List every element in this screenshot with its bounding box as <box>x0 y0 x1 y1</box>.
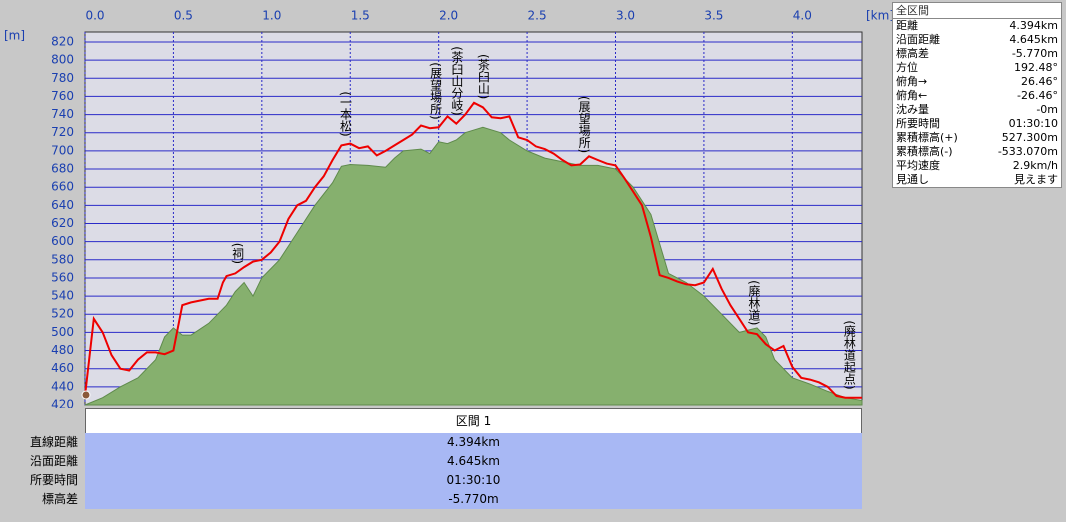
y-tick-label: 820 <box>51 34 74 48</box>
y-tick-label: 600 <box>51 234 74 248</box>
y-unit: [m] <box>4 29 25 43</box>
stat-value: -26.46° <box>1017 89 1058 102</box>
stat-label: 距離 <box>896 19 918 32</box>
stat-row: 方位 192.48° <box>893 61 1061 75</box>
stat-value: -533.070m <box>997 145 1058 158</box>
stat-value: 2.9km/h <box>1012 159 1058 172</box>
stat-row: 累積標高(+) 527.300m <box>893 131 1061 145</box>
stat-row: 沿面距離 4.645km <box>893 33 1061 47</box>
stat-row: 累積標高(-) -533.070m <box>893 145 1061 159</box>
x-tick-label: 2.5 <box>528 9 547 23</box>
y-tick-label: 580 <box>51 252 74 266</box>
chart: [m] [km] 420 440 460 480 500 520 540 560 580 600 6… <box>4 9 894 409</box>
y-tick-label: 500 <box>51 325 74 339</box>
y-tick-label: 680 <box>51 162 74 176</box>
stat-label: 見通し <box>896 173 929 186</box>
stat-value: -0m <box>1036 103 1058 116</box>
stat-value: 527.300m <box>1001 131 1058 144</box>
x-tick-label: 2.0 <box>439 9 458 23</box>
x-tick-label: 3.5 <box>704 9 723 23</box>
y-tick-label: 540 <box>51 289 74 303</box>
stat-value: -5.770m <box>1011 47 1058 60</box>
start-marker <box>81 390 91 400</box>
annotation: (茶臼山) <box>476 54 490 99</box>
segment-label: 所要時間 <box>29 473 78 487</box>
annotation: (一本松) <box>338 91 352 136</box>
segment-label: 標高差 <box>41 492 78 506</box>
stat-label: 累積標高(+) <box>896 131 958 144</box>
segment-row: 標高差 -5.770m <box>0 490 862 509</box>
route-line <box>84 101 862 399</box>
stat-value: 4.645km <box>1009 33 1058 46</box>
stat-row: 距離 4.394km <box>893 19 1061 33</box>
stat-row: 平均速度 2.9km/h <box>893 159 1061 173</box>
stat-label: 累積標高(-) <box>896 145 953 158</box>
segment-row: 沿面距離 4.645km <box>0 452 862 471</box>
stat-value: 192.48° <box>1014 61 1058 74</box>
y-tick-label: 620 <box>51 216 74 230</box>
x-tick-label: 1.0 <box>262 9 281 23</box>
annotation: (茶臼山分岐) <box>450 46 464 115</box>
segment-label: 沿面距離 <box>29 454 78 468</box>
x-tick-label: 0.5 <box>174 9 193 23</box>
stats-table: 距離 4.394km 沿面距離 4.645km 標高差 -5.770m 方位 192.48° 俯… <box>893 19 1061 187</box>
annotation: (展望場所) <box>429 62 443 119</box>
y-tick-label: 700 <box>51 143 74 157</box>
x-tick-label: 4.0 <box>793 9 812 23</box>
stat-row: 標高差 -5.770m <box>893 47 1061 61</box>
y-tick-label: 480 <box>51 343 74 357</box>
stat-row: 俯角→ 26.46° <box>893 75 1061 89</box>
x-unit: [km] <box>866 9 894 23</box>
stat-row: 俯角← -26.46° <box>893 89 1061 103</box>
annotation: (廃林道起点) <box>842 320 856 389</box>
panel-title: 全区間 <box>893 3 1061 19</box>
y-tick-label: 720 <box>51 125 74 139</box>
stat-row: 見通し 見えます <box>893 173 1061 187</box>
stat-row: 沈み量 -0m <box>893 103 1061 117</box>
annotation: (祠) <box>231 243 245 264</box>
annotation: (廃林道) <box>747 280 761 325</box>
y-tick-label: 800 <box>51 53 74 67</box>
stat-value: 26.46° <box>1021 75 1058 88</box>
x-tick-label: 3.0 <box>616 9 635 23</box>
segment-label: 直線距離 <box>29 435 78 449</box>
segment-value: 4.645km <box>85 452 862 471</box>
y-tick-label: 460 <box>51 361 74 375</box>
y-tick-label: 780 <box>51 71 74 85</box>
stat-label: 沈み量 <box>896 103 929 116</box>
stat-value: 4.394km <box>1009 19 1058 32</box>
stat-label: 方位 <box>896 61 918 74</box>
segment-row: 所要時間 01:30:10 <box>0 471 862 490</box>
y-tick-label: 640 <box>51 198 74 212</box>
segment-header: 区間 1 <box>85 408 862 434</box>
stat-value: 01:30:10 <box>1008 117 1058 130</box>
y-tick-label: 520 <box>51 307 74 321</box>
segment-value: 01:30:10 <box>85 471 862 490</box>
y-tick-label: 740 <box>51 107 74 121</box>
x-tick-label: 1.5 <box>351 9 370 23</box>
annotation: (展望場所) <box>577 96 591 153</box>
stat-value: 見えます <box>1014 173 1058 186</box>
segment-value: 4.394km <box>85 433 862 452</box>
y-tick-label: 560 <box>51 270 74 284</box>
segment-value: -5.770m <box>85 490 862 509</box>
y-tick-label: 660 <box>51 180 74 194</box>
stat-label: 俯角← <box>896 89 928 102</box>
y-tick-label: 420 <box>51 398 74 409</box>
stat-label: 沿面距離 <box>896 33 940 46</box>
stat-label: 平均速度 <box>896 159 940 172</box>
y-tick-label: 440 <box>51 379 74 393</box>
x-tick-label: 0.0 <box>85 9 104 23</box>
segment-row: 直線距離 4.394km <box>0 433 862 452</box>
ground-area <box>84 126 863 406</box>
stat-label: 所要時間 <box>896 117 940 130</box>
stat-label: 俯角→ <box>896 75 928 88</box>
stats-panel: 全区間 距離 4.394km 沿面距離 4.645km 標高差 -5.770m 方位 192.… <box>892 2 1062 188</box>
stat-row: 所要時間 01:30:10 <box>893 117 1061 131</box>
y-tick-label: 760 <box>51 89 74 103</box>
stat-label: 標高差 <box>896 47 929 60</box>
